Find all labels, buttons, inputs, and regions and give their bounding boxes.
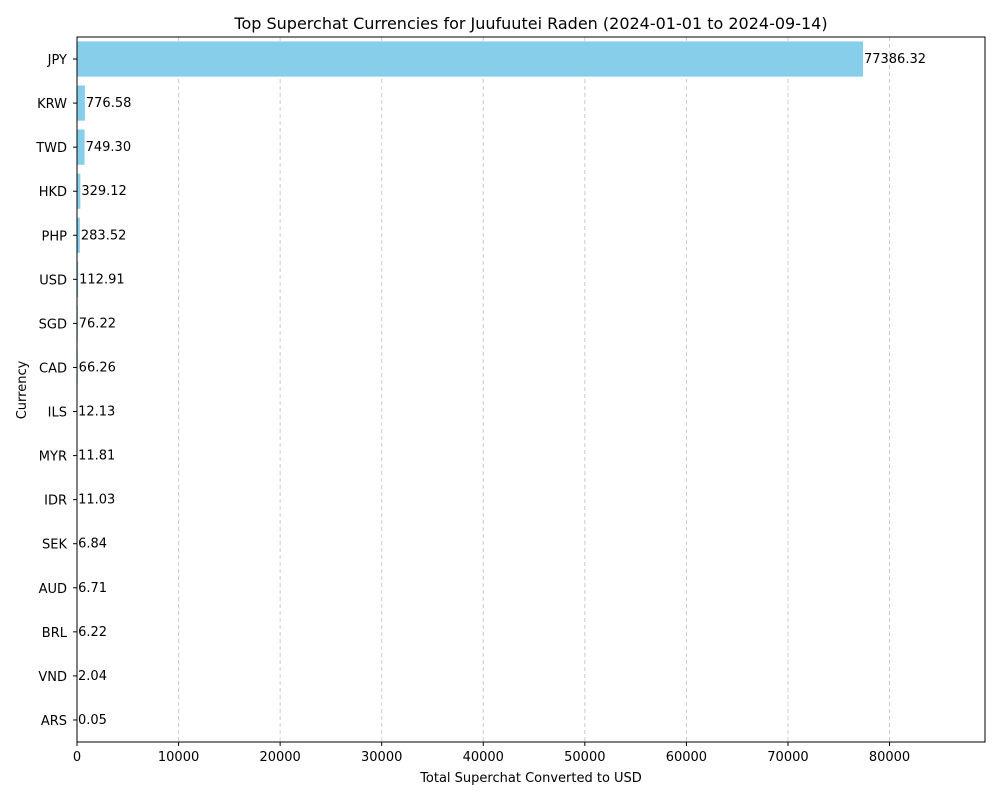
value-label: 283.52 (81, 228, 127, 243)
value-label: 66.26 (79, 360, 116, 375)
value-label: 749.30 (86, 140, 132, 155)
y-tick-label: TWD (35, 141, 67, 156)
grid-lines (77, 37, 890, 742)
y-tick-label: SEK (42, 538, 67, 553)
value-label: 6.84 (78, 537, 107, 552)
y-axis-label: Currency (15, 360, 30, 419)
value-label: 12.13 (78, 405, 115, 420)
value-label: 6.22 (78, 625, 107, 640)
y-tick-label: CAD (39, 361, 67, 376)
y-tick-label: ILS (48, 406, 67, 421)
x-tick-label: 10000 (158, 750, 199, 765)
value-label: 776.58 (86, 96, 132, 111)
y-tick-label: IDR (44, 494, 67, 509)
y-tick-label: BRL (42, 626, 68, 641)
plot-frame (77, 37, 985, 742)
value-label: 329.12 (81, 184, 127, 199)
y-tick-label: MYR (39, 450, 67, 465)
bar-krw (77, 85, 85, 120)
x-tick-label: 50000 (564, 750, 605, 765)
y-tick-label: VND (38, 670, 67, 685)
x-tick-label: 20000 (259, 750, 300, 765)
y-tick-label: AUD (39, 582, 67, 597)
x-axis-label: Total Superchat Converted to USD (419, 771, 642, 786)
value-label: 2.04 (78, 669, 107, 684)
x-tick-label: 70000 (767, 750, 808, 765)
value-label: 0.05 (78, 713, 107, 728)
axes: JPY KRW TWD HKD PHP USD SGD CAD ILS MYR IDR SEK AUD B… (35, 37, 985, 765)
value-label: 11.03 (78, 493, 115, 508)
y-tick-label: ARS (41, 714, 67, 729)
y-tick-label: HKD (39, 185, 67, 200)
x-tick-label: 40000 (463, 750, 504, 765)
bar-jpy (77, 41, 863, 76)
x-tick-label: 60000 (666, 750, 707, 765)
value-label: 11.81 (78, 449, 115, 464)
value-label: 112.91 (79, 272, 125, 287)
y-tick-label: SGD (39, 317, 67, 332)
value-label: 76.22 (79, 316, 116, 331)
x-tick-label: 0 (73, 750, 81, 765)
chart-title: Top Superchat Currencies for Juufuutei R… (233, 14, 827, 33)
x-tick-label: 80000 (869, 750, 910, 765)
y-tick-label: KRW (37, 97, 67, 112)
value-labels: 77386.32 776.58 749.30 329.12 283.52 112.91 76… (78, 52, 926, 728)
x-tick-label: 30000 (361, 750, 402, 765)
y-tick-label: USD (39, 273, 67, 288)
y-tick-label: JPY (47, 53, 67, 68)
y-tick-label: PHP (42, 229, 68, 244)
bars (77, 41, 863, 737)
value-label: 6.71 (78, 581, 107, 596)
value-label: 77386.32 (864, 52, 926, 67)
bar-twd (77, 130, 85, 165)
bar-hkd (77, 174, 80, 209)
